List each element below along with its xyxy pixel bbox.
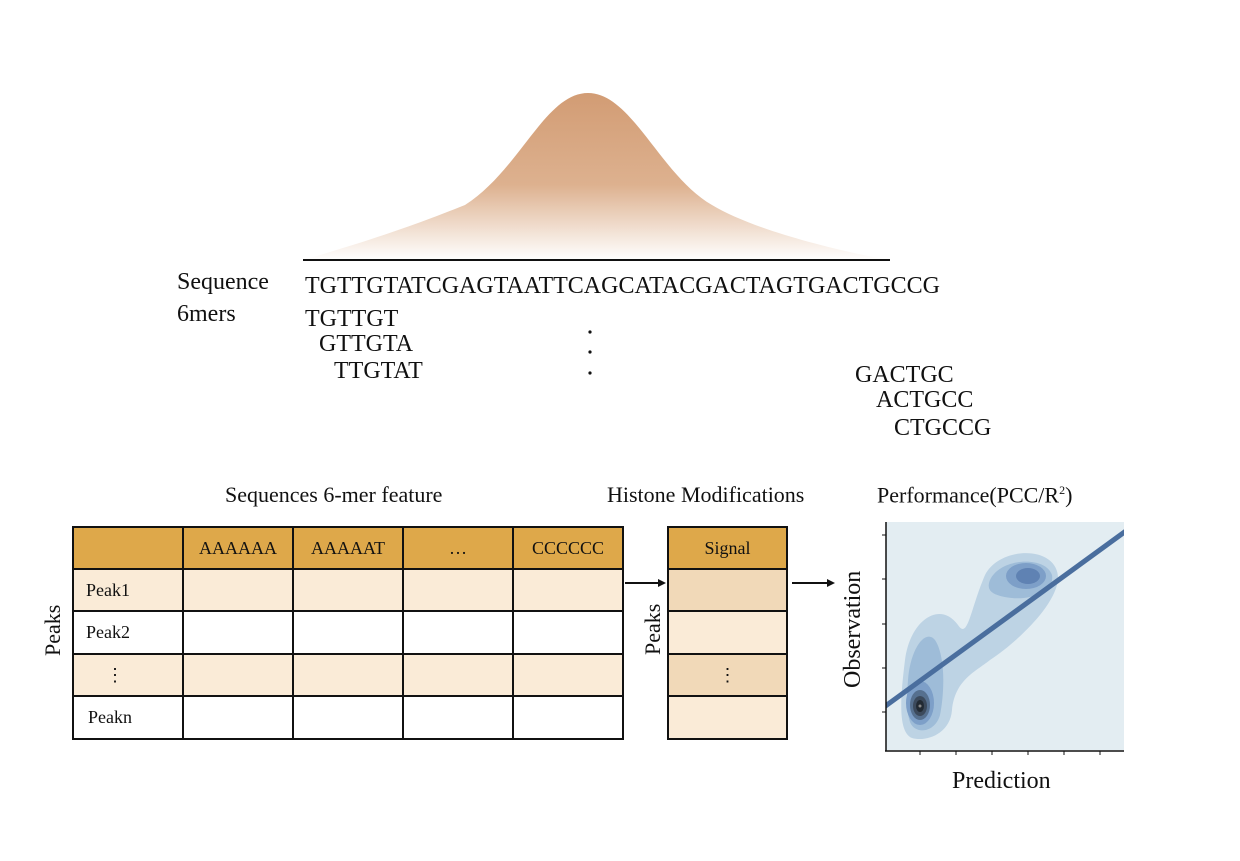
table-row: Peakn [72, 695, 624, 740]
table-row: Peak1 [72, 568, 624, 612]
density-contours [886, 529, 1124, 740]
row-label: ⋮ [72, 653, 184, 697]
feature-header-cell: … [402, 526, 514, 570]
feature-table-title: Sequences 6-mer feature [225, 482, 443, 507]
table-cell [292, 568, 404, 612]
table-row: ⋮ [667, 653, 788, 697]
kmer-item: TGTTGT [305, 306, 399, 332]
kmers-label: 6mers [177, 301, 236, 327]
signal-cell [667, 695, 788, 740]
table-cell [402, 695, 514, 740]
ellipsis-dot [588, 350, 592, 354]
kmer-item: ACTGCC [876, 387, 974, 413]
row-label: Peakn [72, 695, 184, 740]
histone-row-axis-label: Peaks [640, 603, 665, 655]
table-cell [402, 610, 514, 655]
plot-y-label: Observation [840, 570, 866, 688]
feature-row-axis-label: Peaks [40, 604, 65, 656]
signal-cell: ⋮ [667, 653, 788, 697]
ellipsis-dot [588, 330, 592, 334]
feature-header-cell: AAAAAA [182, 526, 294, 570]
table-cell [182, 610, 294, 655]
table-cell [512, 695, 624, 740]
plot-x-label: Prediction [952, 768, 1051, 794]
table-cell [182, 568, 294, 612]
feature-header-cell [72, 526, 184, 570]
table-row: ⋮ [72, 653, 624, 697]
density-peak-center [918, 704, 922, 708]
regression-line [886, 529, 1124, 709]
table-cell [182, 695, 294, 740]
density-contour-4 [1016, 568, 1040, 584]
signal-cell [667, 568, 788, 612]
performance-title: Performance(PCC/R2) [877, 482, 1073, 508]
table-cell [292, 695, 404, 740]
kmer-item: GACTGC [855, 362, 954, 388]
histone-table: Signal ⋮ [667, 526, 788, 740]
table-row [667, 695, 788, 740]
dna-sequence: TGTTGTATCGAGTAATTCAGCATACGACTAGTGACTGCCG [305, 273, 940, 299]
arrow-histone-to-performance [792, 579, 835, 587]
signal-peak-curve [303, 93, 888, 260]
table-cell [292, 610, 404, 655]
table-cell [402, 568, 514, 612]
table-cell [182, 653, 294, 697]
table-cell [512, 653, 624, 697]
table-row [667, 568, 788, 612]
table-cell [512, 610, 624, 655]
table-cell [292, 653, 404, 697]
arrow-features-to-histone [625, 579, 666, 587]
kmer-item: CTGCCG [894, 415, 992, 441]
feature-header-cell: AAAAAT [292, 526, 404, 570]
table-cell [512, 568, 624, 612]
table-cell [402, 653, 514, 697]
sequence-label: Sequence [177, 269, 269, 295]
ellipsis-dot [588, 371, 592, 375]
feature-header-cell: CCCCCC [512, 526, 624, 570]
table-row: Peak2 [72, 610, 624, 655]
kmer-item: GTTGTA [319, 331, 414, 357]
row-label: Peak2 [72, 610, 184, 655]
histone-header-cell: Signal [667, 526, 788, 570]
histone-table-title: Histone Modifications [607, 482, 805, 507]
table-row [667, 610, 788, 655]
performance-plot [882, 522, 1124, 755]
feature-table: AAAAAA AAAAAT … CCCCCC Peak1 Peak2 ⋮ Pea… [72, 526, 624, 740]
row-label: Peak1 [72, 568, 184, 612]
kmer-item: TTGTAT [334, 358, 423, 384]
signal-cell [667, 610, 788, 655]
